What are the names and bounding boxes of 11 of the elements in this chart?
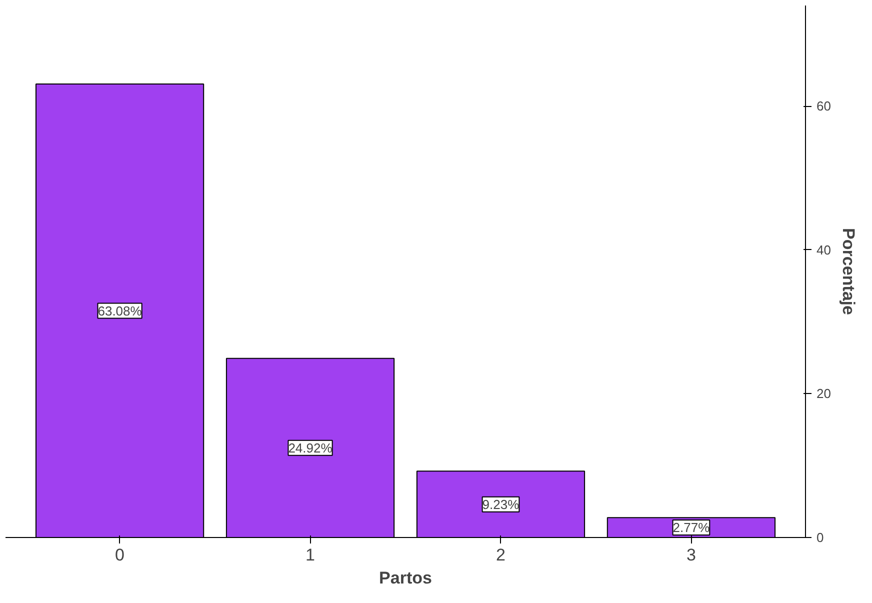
x-axis-title: Partos xyxy=(379,568,432,588)
x-tick-label: 2 xyxy=(496,546,506,564)
x-tick-label: 3 xyxy=(686,546,696,564)
y-tick-label: 40 xyxy=(816,242,831,258)
data-label: 63.08% xyxy=(98,303,142,318)
x-tick-label: 0 xyxy=(115,546,125,564)
y-tick-label: 20 xyxy=(816,386,831,402)
y-axis-title: Porcentaje xyxy=(838,228,858,315)
y-tick-label: 0 xyxy=(816,530,824,545)
x-tick-label: 1 xyxy=(306,546,316,564)
y-tick-label: 60 xyxy=(816,98,831,114)
